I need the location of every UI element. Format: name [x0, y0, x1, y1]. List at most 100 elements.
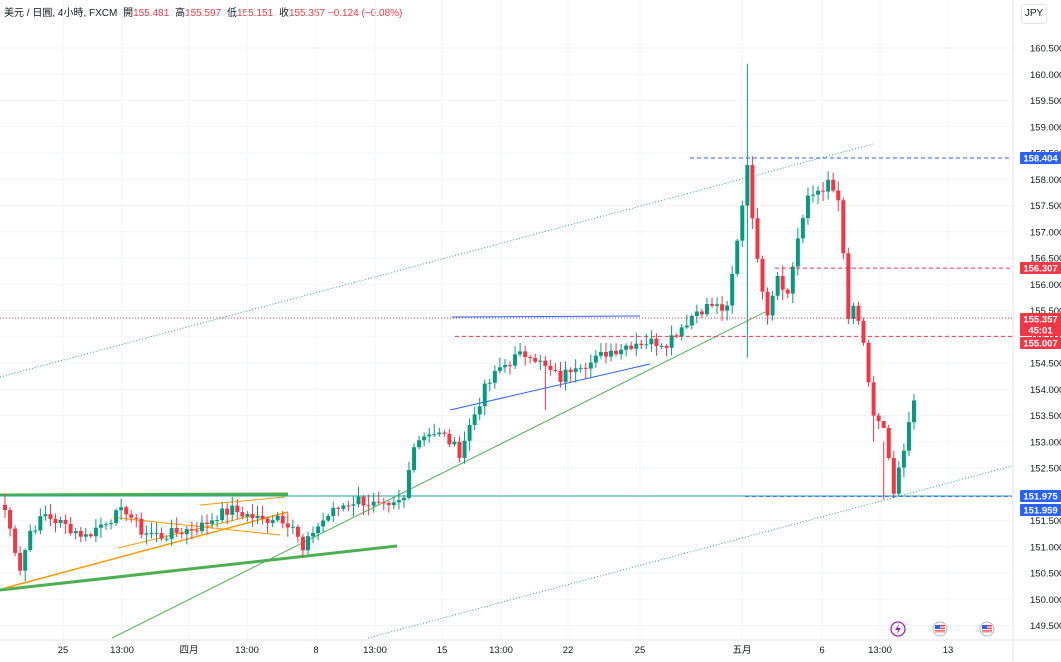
price-tag: 155.357 [1020, 313, 1061, 326]
candle-body [912, 400, 916, 423]
y-tick-label: 160.000 [1030, 70, 1061, 81]
us-flag-icon[interactable] [979, 621, 995, 637]
candle-body [321, 520, 326, 527]
trend-line-orange-4[interactable] [199, 496, 286, 506]
trend-line-blue-top[interactable] [451, 315, 641, 318]
candle-body [578, 367, 583, 369]
candle-body [422, 436, 427, 441]
candle-body [194, 530, 199, 532]
candle-body [134, 517, 139, 519]
open-value: 155.481 [133, 8, 170, 19]
svg-text:158.404: 158.404 [1023, 154, 1058, 165]
us-flag-icon[interactable] [932, 621, 948, 637]
candle-body [18, 552, 23, 571]
candle-body [129, 514, 134, 518]
candle-body [361, 496, 366, 506]
candle-body [452, 441, 457, 445]
candle-body [528, 356, 533, 358]
high-value: 155.597 [185, 8, 222, 19]
change-value: −0.124 (−0.08%) [327, 8, 403, 19]
candle-body [124, 507, 129, 515]
channel-upper-line[interactable] [0, 143, 874, 378]
low-value: 155.151 [237, 8, 274, 19]
candle-body [891, 457, 896, 494]
close-value: 155.357 [288, 8, 326, 19]
y-tick-label: 149.500 [1030, 621, 1061, 632]
candle-body [674, 335, 679, 337]
candle-body [205, 522, 209, 524]
candle-body [311, 533, 316, 537]
candle-body [720, 304, 725, 311]
candle-body [68, 523, 73, 534]
lightning-icon[interactable] [890, 621, 906, 637]
trend-line-orange-3[interactable] [117, 517, 281, 536]
candle-body [775, 276, 780, 296]
candle-body [573, 368, 578, 373]
event-icons[interactable] [890, 621, 995, 637]
candle-body [48, 514, 53, 519]
candle-body [856, 305, 861, 321]
candle-body [715, 304, 720, 306]
candle-body [33, 530, 38, 532]
candle-body [513, 354, 518, 366]
candle-body [78, 531, 83, 537]
candle-body [886, 427, 891, 458]
symbol-title[interactable]: 美元 / 日圓, 4小時, FXCM [4, 8, 118, 19]
svg-text:45:01: 45:01 [1028, 326, 1053, 337]
trend-line-thick-green-bottom[interactable] [0, 544, 398, 592]
candle-body [614, 350, 619, 355]
trend-line-thin-green[interactable] [111, 311, 766, 639]
y-tick-label: 152.500 [1030, 464, 1061, 475]
high-label: 高 [175, 8, 186, 19]
candle-body [63, 519, 68, 524]
channel-lower-line[interactable] [367, 465, 1013, 639]
candle-body [447, 433, 452, 445]
candle-body [785, 289, 790, 294]
candle-body [694, 311, 699, 317]
candle-body [836, 190, 841, 201]
trend-line-thick-green-top[interactable] [0, 492, 289, 497]
candle-body [260, 515, 265, 519]
y-tick-label: 151.000 [1030, 542, 1061, 553]
candle-body [169, 528, 174, 539]
candle-body [250, 514, 255, 519]
candle-body [326, 515, 331, 521]
time-axis[interactable]: 25 13:00 四月 13:00 8 13:00 15 13:00 22 25 五月 6 13:00 1… [0, 639, 1061, 656]
candle-body [684, 325, 689, 328]
y-tick-label: 159.000 [1030, 122, 1061, 133]
candle-body [780, 276, 785, 290]
candle-body [432, 434, 437, 436]
candle-body [417, 440, 422, 448]
candle-body [230, 505, 235, 515]
y-tick-label: 154.000 [1030, 385, 1061, 396]
x-tick-label: 13:00 [363, 645, 387, 656]
x-tick-label: 13:00 [489, 645, 513, 656]
candle-body [790, 266, 795, 294]
candle-body [381, 502, 386, 504]
currency-button[interactable]: JPY [1021, 4, 1047, 24]
candle-body [704, 304, 709, 315]
candle-body [351, 504, 356, 506]
candle-body [43, 514, 48, 517]
candle-body [149, 533, 154, 535]
candle-body [437, 432, 442, 435]
candle-body [457, 441, 462, 458]
candle-body [386, 502, 391, 506]
candle-body [245, 514, 250, 517]
y-tick-label: 150.500 [1030, 569, 1061, 580]
candle-body [391, 502, 396, 506]
trend-drawings[interactable] [0, 143, 1013, 639]
candle-body [427, 434, 432, 437]
candle-body [174, 528, 179, 533]
candle-body [210, 520, 215, 524]
candle-body [755, 218, 760, 259]
candle-body [366, 505, 371, 507]
candle-body [659, 345, 664, 347]
candle-body [523, 351, 528, 357]
candle-body [826, 179, 831, 192]
y-tick-label: 151.500 [1030, 516, 1061, 527]
price-tag: 151.975 [1020, 490, 1061, 503]
candle-body [811, 194, 815, 196]
trend-line-orange-1[interactable] [4, 511, 289, 589]
